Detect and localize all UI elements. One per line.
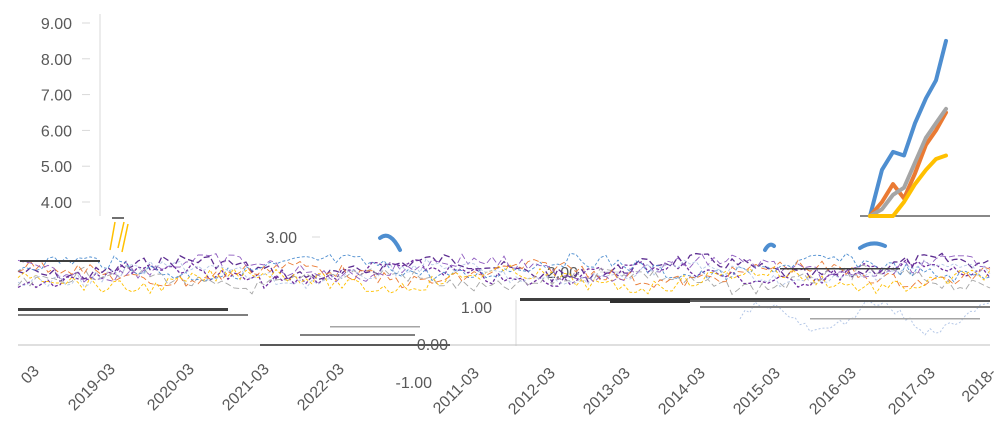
- series-fragment: [20, 260, 100, 262]
- data-point: [925, 137, 927, 139]
- x-tick-label: 2019-03: [65, 361, 119, 415]
- data-point: [869, 215, 871, 217]
- series-fragment: [763, 242, 776, 252]
- series-fragment: [858, 241, 887, 250]
- upper-y-axis: 9.00 8.00 7.00 6.00 5.00 4.00: [41, 14, 990, 217]
- data-point: [903, 187, 905, 189]
- data-point: [881, 169, 883, 171]
- x-tick-label: 2021-03: [219, 361, 273, 415]
- y-tick-label: 5.00: [41, 159, 72, 176]
- series-line: [868, 110, 948, 218]
- data-point: [914, 183, 916, 185]
- series-fragment: [780, 268, 900, 270]
- y-tick-label: -1.00: [396, 375, 433, 392]
- y-tick-label: 7.00: [41, 88, 72, 105]
- data-point: [935, 79, 937, 81]
- series-fragment: [109, 221, 129, 253]
- series-line: [868, 153, 948, 218]
- series-fragment: [700, 306, 990, 308]
- series-fragment: [330, 326, 420, 328]
- series-fragment: [18, 308, 228, 311]
- series-line: [17, 264, 991, 296]
- data-point: [935, 122, 937, 124]
- y-tick-label: 3.00: [266, 230, 297, 247]
- y-tick-label: 1.00: [461, 300, 492, 317]
- series-line: [17, 258, 991, 290]
- overlapping-series-band: [17, 217, 991, 346]
- data-point: [935, 129, 937, 131]
- x-axis-labels-upper: 03 2019-03 2020-03 2021-03 2022-03: [18, 361, 348, 415]
- series-fragment: [18, 314, 248, 316]
- data-point: [914, 122, 916, 124]
- data-point: [892, 194, 894, 196]
- data-point: [892, 215, 894, 217]
- data-point: [945, 40, 947, 42]
- x-tick-label: 2011-03: [430, 365, 483, 418]
- series-fragment: [810, 318, 980, 320]
- data-point: [914, 172, 916, 174]
- series-line: [868, 38, 948, 218]
- series-line: [17, 252, 991, 284]
- data-point: [945, 154, 947, 156]
- data-point: [892, 183, 894, 185]
- series-line: [17, 253, 991, 283]
- x-tick-label: 2014-03: [655, 365, 709, 419]
- y-tick-label: 6.00: [41, 123, 72, 140]
- data-point: [903, 201, 905, 203]
- x-tick-label: 2015-03: [730, 365, 784, 419]
- data-point: [881, 208, 883, 210]
- data-point: [914, 162, 916, 164]
- series-line: [739, 300, 991, 336]
- series-fragment: [690, 300, 990, 302]
- data-point: [881, 215, 883, 217]
- x-tick-label: 2013-03: [580, 365, 634, 419]
- data-point: [925, 169, 927, 171]
- x-tick-label: 2012-03: [505, 365, 559, 419]
- data-point: [935, 158, 937, 160]
- y-tick-label: 4.00: [41, 195, 72, 212]
- data-point: [903, 154, 905, 156]
- upper-plot-area: [868, 38, 948, 218]
- x-axis-labels-lower: 2011-03 2012-03 2013-03 2014-03 2015-03 2016-…: [430, 365, 997, 419]
- x-tick-label-partial: 03: [18, 363, 43, 388]
- series-line: [17, 259, 991, 289]
- series-line: [868, 106, 948, 218]
- x-tick-label: 2017-03: [885, 365, 939, 419]
- middle-y-axis: 3.002.001.000.00-1.00: [18, 230, 990, 392]
- y-tick-label: 8.00: [41, 52, 72, 69]
- data-point: [881, 201, 883, 203]
- y-tick-label: 9.00: [41, 16, 72, 33]
- data-point: [925, 97, 927, 99]
- x-tick-label: 2022-03: [294, 361, 348, 415]
- series-fragment: [260, 344, 450, 346]
- series-line: [17, 258, 991, 290]
- series-line: [17, 252, 991, 283]
- x-tick-label: 2018-: [959, 365, 997, 406]
- series-fragment: [378, 233, 402, 252]
- x-tick-label: 2020-03: [144, 361, 198, 415]
- data-point: [925, 144, 927, 146]
- x-tick-label: 2016-03: [806, 365, 860, 419]
- series-fragment: [610, 299, 690, 303]
- data-point: [945, 108, 947, 110]
- series-line: [17, 264, 991, 295]
- series-fragment: [300, 334, 415, 336]
- data-point: [892, 151, 894, 153]
